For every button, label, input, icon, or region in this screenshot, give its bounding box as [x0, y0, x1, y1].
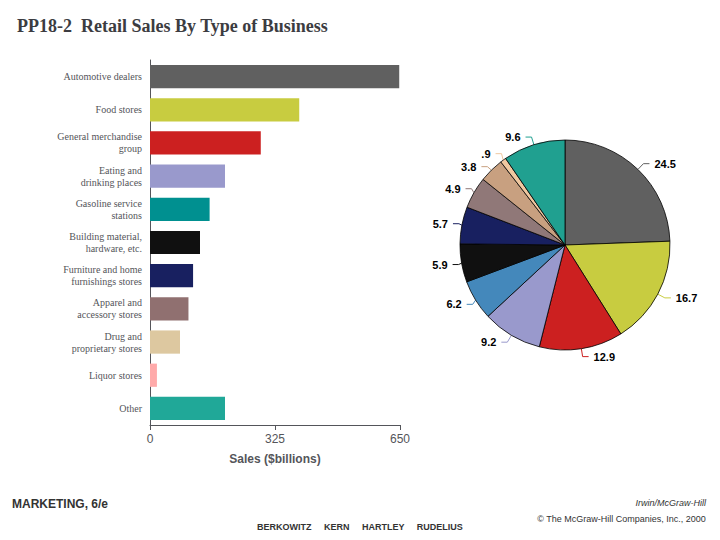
svg-text:Other: Other: [119, 403, 142, 414]
svg-text:General merchandise: General merchandise: [57, 131, 142, 142]
svg-text:16.7: 16.7: [676, 292, 697, 304]
svg-text:5.9: 5.9: [432, 259, 447, 271]
svg-text:proprietary stores: proprietary stores: [72, 343, 142, 354]
svg-text:9.2: 9.2: [481, 336, 496, 348]
svg-text:0: 0: [147, 432, 154, 446]
svg-text:.9: .9: [481, 148, 490, 160]
svg-text:accessory stores: accessory stores: [77, 309, 142, 320]
svg-text:PP18-2 Retail Sales By Type o: PP18-2 Retail Sales By Type of Business: [17, 16, 328, 36]
svg-text:Food stores: Food stores: [96, 104, 143, 115]
svg-text:12.9: 12.9: [594, 351, 615, 363]
svg-text:4.9: 4.9: [445, 183, 460, 195]
svg-text:Automotive dealers: Automotive dealers: [63, 71, 142, 82]
svg-text:drinking places: drinking places: [81, 177, 142, 188]
svg-text:MARKETING, 6/e: MARKETING, 6/e: [12, 497, 108, 511]
svg-text:Apparel and: Apparel and: [93, 297, 142, 308]
svg-text:Liquor stores: Liquor stores: [89, 370, 142, 381]
svg-text:stations: stations: [111, 210, 142, 221]
svg-text:Drug and: Drug and: [105, 331, 143, 342]
svg-text:6.2: 6.2: [446, 298, 461, 310]
svg-text:© The McGraw-Hill Companies, I: © The McGraw-Hill Companies, Inc., 2000: [537, 514, 706, 524]
svg-text:650: 650: [390, 432, 410, 446]
svg-text:Eating and: Eating and: [99, 165, 142, 176]
svg-text:325: 325: [265, 432, 285, 446]
svg-text:9.6: 9.6: [505, 131, 520, 143]
svg-text:Gasoline service: Gasoline service: [76, 198, 143, 209]
svg-text:furnishings stores: furnishings stores: [71, 276, 142, 287]
svg-text:hardware, etc.: hardware, etc.: [86, 243, 142, 254]
svg-text:Building material,: Building material,: [69, 231, 142, 242]
svg-text:group: group: [119, 143, 142, 154]
svg-text:BERKOWITZ KERN HARTLEY: BERKOWITZ KERN HARTLEY RUDELIUS: [257, 522, 463, 532]
svg-text:5.7: 5.7: [433, 218, 448, 230]
svg-text:Furniture and home: Furniture and home: [63, 264, 142, 275]
svg-text:3.8: 3.8: [461, 161, 476, 173]
svg-text:Irwin/McGraw-Hill: Irwin/McGraw-Hill: [636, 498, 707, 508]
svg-text:Sales ($billions): Sales ($billions): [229, 452, 320, 466]
svg-text:24.5: 24.5: [654, 158, 675, 170]
